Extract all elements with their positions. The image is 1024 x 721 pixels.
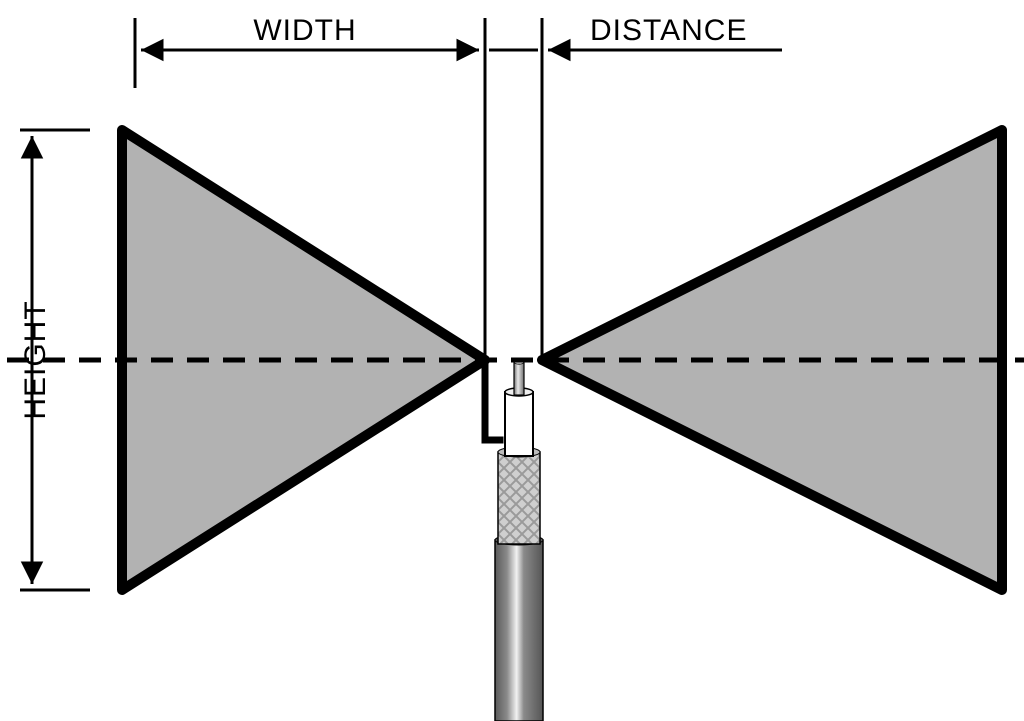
- cable-jacket: [495, 540, 543, 721]
- shield-connection: [485, 360, 500, 440]
- width-label: WIDTH: [253, 14, 356, 47]
- height-label: HEIGHT: [19, 300, 52, 419]
- coaxial-cable: [485, 360, 543, 721]
- cable-dielectric: [505, 392, 533, 456]
- cable-center-conductor: [514, 362, 524, 395]
- bowtie-antenna-diagram: WIDTH DISTANCE HEIGHT: [0, 0, 1024, 721]
- distance-label: DISTANCE: [590, 14, 747, 47]
- cable-braid: [498, 452, 540, 544]
